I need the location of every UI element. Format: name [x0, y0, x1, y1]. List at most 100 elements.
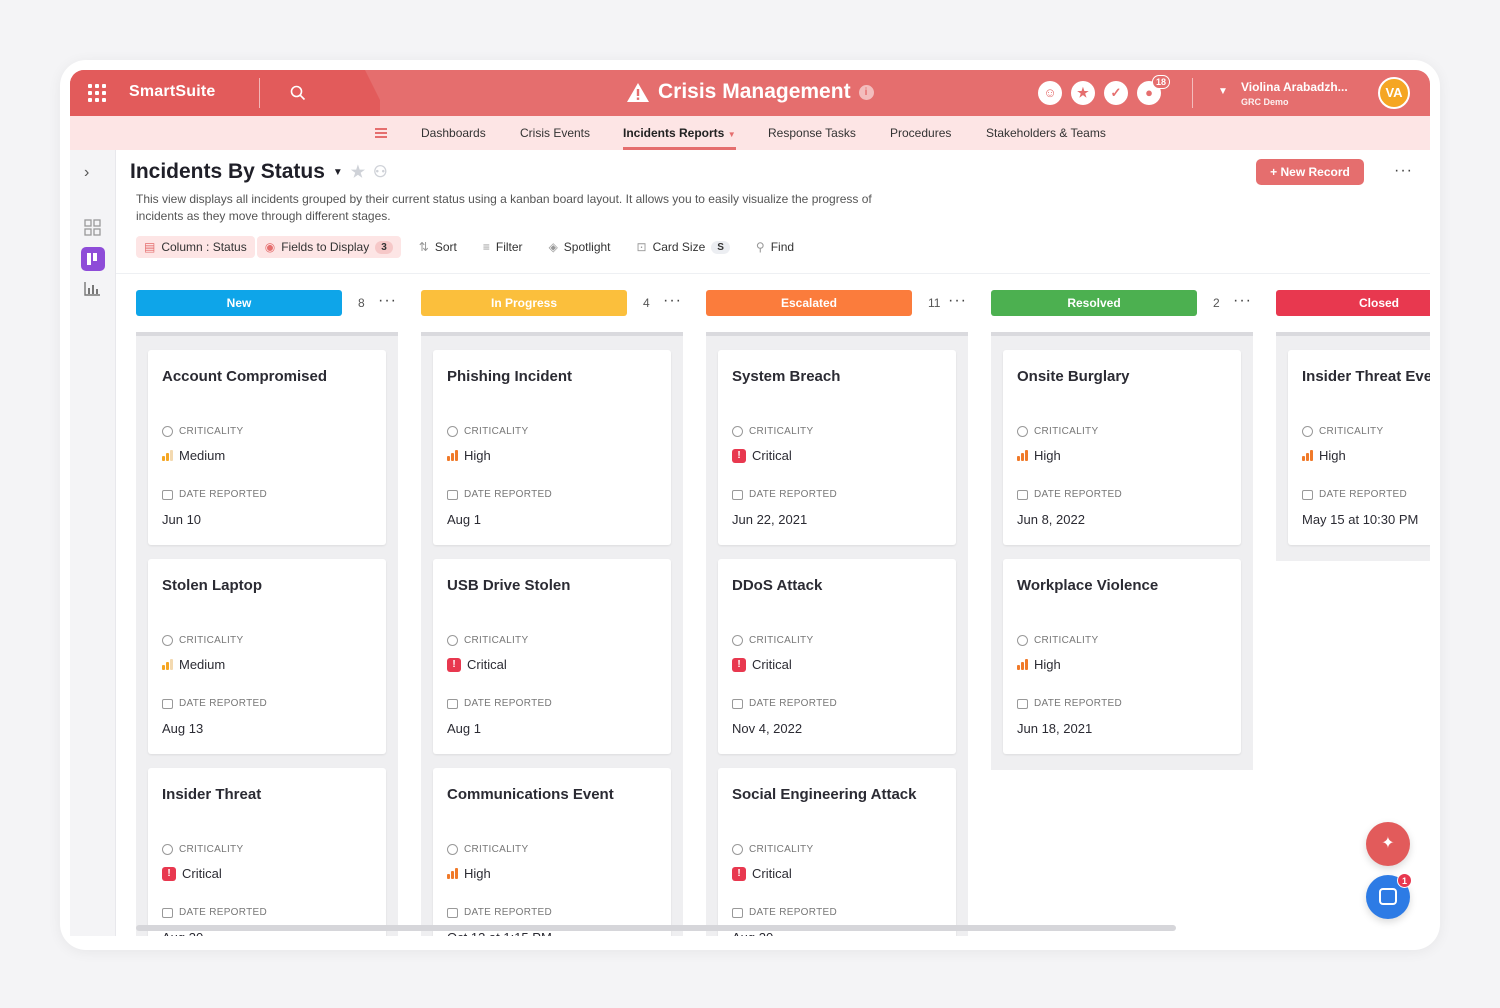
incident-card[interactable]: Onsite Burglary CRITICALITY High DATE REPOR… — [1003, 350, 1241, 545]
filter-label: Filter — [495, 240, 523, 254]
view-toolbar: ▤ Column : Status ◉ Fields to Display 3 ⇅ So… — [136, 236, 802, 258]
chat-badge: 1 — [1397, 873, 1412, 888]
column-options-icon[interactable]: ··· — [948, 292, 967, 309]
grid-view-icon[interactable] — [84, 219, 101, 236]
signal-bars-icon — [447, 450, 458, 461]
filter-button[interactable]: ≡ Filter — [475, 236, 531, 258]
sort-button[interactable]: ⇅ Sort — [411, 236, 465, 258]
date-reported-label: DATE REPORTED — [1017, 698, 1122, 709]
criticality-label-text: CRITICALITY — [179, 844, 244, 855]
criticality-label-text: CRITICALITY — [464, 844, 529, 855]
eye-icon: ◉ — [264, 240, 276, 254]
incident-card[interactable]: DDoS Attack CRITICALITY! Critical DATE REPO… — [718, 559, 956, 754]
clock-icon — [1017, 635, 1028, 646]
more-options-icon[interactable]: ··· — [1394, 162, 1413, 179]
chevron-down-icon[interactable]: ▼ — [332, 166, 343, 178]
clock-icon — [1017, 426, 1028, 437]
date-reported-label-text: DATE REPORTED — [179, 489, 267, 500]
criticality-value: High — [447, 448, 491, 463]
fields-to-display-button[interactable]: ◉ Fields to Display 3 — [256, 236, 401, 258]
team-icon[interactable]: ☺ — [1038, 81, 1062, 105]
columns-icon: ▤ — [144, 240, 156, 254]
tab-procedures[interactable]: Procedures — [890, 126, 952, 140]
tab-crisis-events[interactable]: Crisis Events — [520, 126, 591, 140]
incident-card[interactable]: USB Drive Stolen CRITICALITY! Critical DATE… — [433, 559, 671, 754]
column-status-button[interactable]: ▤ Column : Status — [136, 236, 255, 258]
criticality-label: CRITICALITY — [732, 844, 813, 855]
chart-view-icon[interactable] — [84, 280, 101, 297]
star-icon[interactable]: ★ — [1071, 81, 1095, 105]
calendar-icon — [732, 489, 743, 500]
menu-icon[interactable] — [375, 128, 387, 138]
criticality-value: ! Critical — [732, 448, 792, 463]
column-header[interactable]: Resolved — [991, 290, 1197, 316]
clock-icon — [732, 844, 743, 855]
incident-card[interactable]: Insider Threat CRITICALITY! Critical DATE R… — [148, 768, 386, 936]
calendar-icon — [447, 698, 458, 709]
signal-bars-icon — [1302, 450, 1313, 461]
date-reported-label-text: DATE REPORTED — [179, 907, 267, 918]
brand-name[interactable]: SmartSuite — [129, 83, 216, 100]
clock-icon — [162, 426, 173, 437]
info-icon[interactable]: i — [858, 84, 874, 100]
criticality-value: High — [1017, 448, 1061, 463]
incident-card[interactable]: Communications Event CRITICALITY High DATE … — [433, 768, 671, 936]
card-size-button[interactable]: ⊡ Card Size S — [629, 236, 738, 258]
date-reported-label-text: DATE REPORTED — [179, 698, 267, 709]
user-org: GRC Demo — [1241, 97, 1289, 107]
spotlight-button[interactable]: ◈ Spotlight — [541, 236, 619, 258]
incident-card[interactable]: Social Engineering Attack CRITICALITY! Cri… — [718, 768, 956, 936]
column-header[interactable]: Closed — [1276, 290, 1430, 316]
signal-bars-icon — [162, 450, 173, 461]
apps-grid-icon[interactable] — [88, 84, 106, 102]
incident-card[interactable]: Phishing Incident CRITICALITY High DATE REP… — [433, 350, 671, 545]
tab-response-tasks[interactable]: Response Tasks — [768, 126, 856, 140]
share-users-icon[interactable]: ⚇ — [373, 164, 388, 181]
search-icon[interactable] — [290, 85, 306, 101]
new-record-button[interactable]: + New Record — [1256, 159, 1364, 185]
column-body: Onsite Burglary CRITICALITY High DATE REPOR… — [991, 332, 1253, 770]
view-title[interactable]: Incidents By Status ▼ ★ ⚇ — [130, 160, 387, 184]
tab-stakeholders-teams[interactable]: Stakeholders & Teams — [986, 126, 1106, 140]
column-header[interactable]: In Progress — [421, 290, 627, 316]
card-size-label: Card Size — [652, 240, 706, 254]
new-record-label: New Record — [1280, 165, 1350, 179]
user-menu-caret-icon[interactable]: ▼ — [1218, 86, 1228, 97]
incident-card[interactable]: Workplace Violence CRITICALITY High DATE RE… — [1003, 559, 1241, 754]
criticality-text: Medium — [179, 657, 226, 672]
column-header[interactable]: Escalated — [706, 290, 912, 316]
ai-assist-button[interactable]: ✦ — [1366, 822, 1410, 866]
criticality-label-text: CRITICALITY — [1319, 426, 1384, 437]
find-button[interactable]: ⚲ Find — [748, 236, 802, 258]
card-title: Account Compromised — [162, 368, 328, 385]
notifications-icon[interactable]: ● 18 — [1137, 75, 1170, 105]
criticality-value: High — [1302, 448, 1346, 463]
column-options-icon[interactable]: ··· — [378, 292, 397, 309]
chevron-right-icon[interactable]: › — [84, 164, 90, 181]
incident-card[interactable]: Account Compromised CRITICALITY Medium DATE… — [148, 350, 386, 545]
kanban-view-icon[interactable] — [81, 247, 105, 271]
spotlight-label: Spotlight — [563, 240, 611, 254]
date-reported-value: Aug 30 — [162, 930, 203, 936]
column-options-icon[interactable]: ··· — [1233, 292, 1252, 309]
date-reported-label: DATE REPORTED — [447, 489, 552, 500]
column-label: Column : Status — [161, 240, 247, 254]
incident-card[interactable]: Insider Threat Eve CRITICALITY High DATE RE… — [1288, 350, 1430, 545]
user-name[interactable]: Violina Arabadzh... — [1241, 80, 1348, 94]
incident-card[interactable]: System Breach CRITICALITY! Critical DATE RE… — [718, 350, 956, 545]
star-outline-icon[interactable]: ★ — [350, 164, 366, 181]
column-options-icon[interactable]: ··· — [663, 292, 682, 309]
avatar[interactable]: VA — [1378, 77, 1410, 109]
notification-badge: 18 — [1151, 75, 1170, 89]
chat-button[interactable]: 1 — [1366, 873, 1412, 919]
tab-incidents-reports[interactable]: Incidents Reports ▼ — [623, 126, 736, 150]
date-reported-label-text: DATE REPORTED — [749, 698, 837, 709]
check-icon[interactable]: ✓ — [1104, 81, 1128, 105]
horizontal-scrollbar[interactable] — [136, 925, 1176, 931]
column-header[interactable]: New — [136, 290, 342, 316]
tab-dashboards[interactable]: Dashboards — [421, 126, 486, 140]
incident-card[interactable]: Stolen Laptop CRITICALITY Medium DATE REPOR… — [148, 559, 386, 754]
clock-icon — [732, 426, 743, 437]
column-count: 11 — [928, 296, 941, 310]
criticality-label-text: CRITICALITY — [464, 426, 529, 437]
